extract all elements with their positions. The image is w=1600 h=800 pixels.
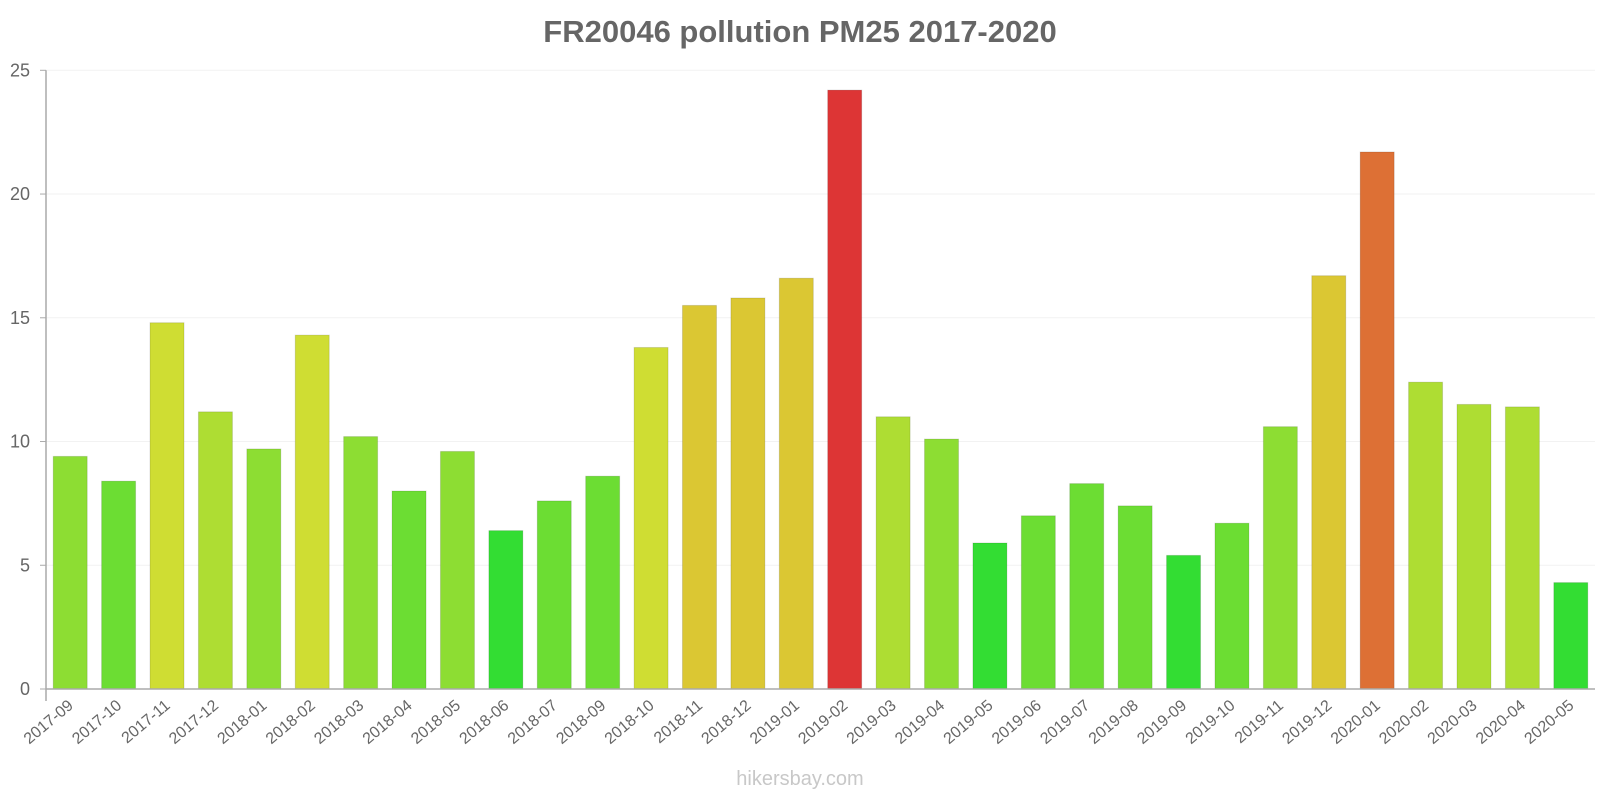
x-tick-label: 2019-02 [795, 697, 851, 748]
x-tick-label: 2019-01 [747, 697, 803, 748]
x-tick-label: 2018-02 [263, 697, 319, 748]
bars: 2017-09: 9.4 2017-10: 8.4 2017-11: 14.8 201… [52, 89, 1589, 690]
y-tick-label: 25 [10, 60, 30, 80]
bar-2020-04[interactable]: 2020-04: 11.4 [1504, 406, 1540, 690]
bar-2018-04[interactable]: 2018-04: 8 [391, 490, 427, 690]
x-tick-label: 2017-12 [166, 697, 222, 748]
x-tick-label: 2019-09 [1134, 697, 1190, 748]
x-tick-label: 2019-05 [941, 697, 997, 748]
bar-2020-01[interactable]: 2020-01: 21.7 [1359, 151, 1395, 690]
bar-2017-11[interactable]: 2017-11: 14.8 [149, 322, 185, 690]
chart-title: FR20046 pollution PM25 2017-2020 [543, 14, 1057, 49]
x-tick-label: 2018-01 [214, 697, 270, 748]
x-tick-label: 2019-10 [1183, 697, 1239, 748]
x-tick-label: 2019-03 [844, 697, 900, 748]
bar-2019-10[interactable]: 2019-10: 6.7 [1214, 522, 1250, 690]
x-tick-label: 2019-12 [1279, 697, 1335, 748]
x-tick-label: 2020-04 [1473, 697, 1529, 748]
y-tick-label: 20 [10, 184, 30, 204]
bar-2018-02[interactable]: 2018-02: 14.3 [294, 334, 330, 690]
x-tick-label: 2018-06 [457, 697, 513, 748]
bar-2019-06[interactable]: 2019-06: 7 [1020, 515, 1056, 690]
bar-2018-09[interactable]: 2018-09: 8.6 [585, 475, 621, 690]
bar-2018-01[interactable]: 2018-01: 9.7 [246, 448, 282, 690]
bar-2017-09[interactable]: 2017-09: 9.4 [52, 455, 88, 690]
bar-2018-07[interactable]: 2018-07: 7.6 [536, 500, 572, 690]
bar-2019-02[interactable]: 2019-02: 24.2 [827, 89, 863, 690]
bar-2019-07[interactable]: 2019-07: 8.3 [1069, 483, 1105, 690]
x-tick-label: 2020-02 [1376, 697, 1432, 748]
x-tick-label: 2020-01 [1328, 697, 1384, 748]
bar-2019-03[interactable]: 2019-03: 11 [875, 416, 911, 690]
y-axis: 0 5 10 15 20 25 [10, 60, 47, 701]
bar-2020-05[interactable]: 2020-05: 4.3 [1553, 582, 1589, 690]
x-tick-label: 2017-10 [69, 697, 125, 748]
x-axis: 2017-092017-102017-112017-122018-012018-… [21, 688, 1595, 748]
x-tick-label: 2018-03 [311, 697, 367, 748]
bar-2018-06[interactable]: 2018-06: 6.4 [488, 530, 524, 690]
y-tick-label: 10 [10, 432, 30, 452]
x-tick-label: 2019-04 [892, 697, 948, 748]
bar-2019-05[interactable]: 2019-05: 5.9 [972, 542, 1008, 690]
x-tick-label: 2019-06 [989, 697, 1045, 748]
bar-2018-03[interactable]: 2018-03: 10.2 [343, 436, 379, 690]
bar-2019-09[interactable]: 2019-09: 5.4 [1166, 554, 1202, 690]
bar-2018-10[interactable]: 2018-10: 13.8 [633, 346, 669, 690]
bar-2018-12[interactable]: 2018-12: 15.8 [730, 297, 766, 690]
bar-2017-12[interactable]: 2017-12: 11.2 [197, 411, 233, 690]
bar-2018-05[interactable]: 2018-05: 9.6 [439, 450, 475, 690]
bar-2018-11[interactable]: 2018-11: 15.5 [681, 304, 717, 690]
x-tick-label: 2018-09 [553, 697, 609, 748]
x-tick-label: 2019-08 [1086, 697, 1142, 748]
x-tick-label: 2018-05 [408, 697, 464, 748]
x-tick-label: 2018-07 [505, 697, 561, 748]
bar-2019-11[interactable]: 2019-11: 10.6 [1262, 426, 1298, 690]
bar-2019-04[interactable]: 2019-04: 10.1 [924, 438, 960, 690]
x-tick-label: 2020-05 [1521, 697, 1577, 748]
watermark: hikersbay.com [736, 768, 864, 790]
x-tick-label: 2020-03 [1425, 697, 1481, 748]
bar-2020-02[interactable]: 2020-02: 12.4 [1408, 381, 1444, 690]
y-tick-label: 15 [10, 308, 30, 328]
x-tick-label: 2019-11 [1232, 697, 1287, 747]
x-tick-label: 2018-04 [360, 697, 416, 748]
x-tick-label: 2017-11 [119, 697, 174, 747]
x-tick-label: 2018-10 [602, 697, 658, 748]
bar-2019-12[interactable]: 2019-12: 16.7 [1311, 275, 1347, 690]
bar-2019-01[interactable]: 2019-01: 16.6 [778, 277, 814, 690]
y-tick-label: 0 [20, 679, 30, 699]
x-tick-label: 2017-09 [21, 697, 77, 748]
bar-2017-10[interactable]: 2017-10: 8.4 [101, 480, 137, 690]
bar-2020-03[interactable]: 2020-03: 11.5 [1456, 403, 1492, 690]
x-tick-label: 2019-07 [1037, 697, 1093, 748]
x-tick-label: 2018-12 [699, 697, 755, 748]
y-tick-label: 5 [20, 555, 30, 575]
x-tick-label: 2018-11 [651, 697, 706, 747]
bar-2019-08[interactable]: 2019-08: 7.4 [1117, 505, 1153, 690]
